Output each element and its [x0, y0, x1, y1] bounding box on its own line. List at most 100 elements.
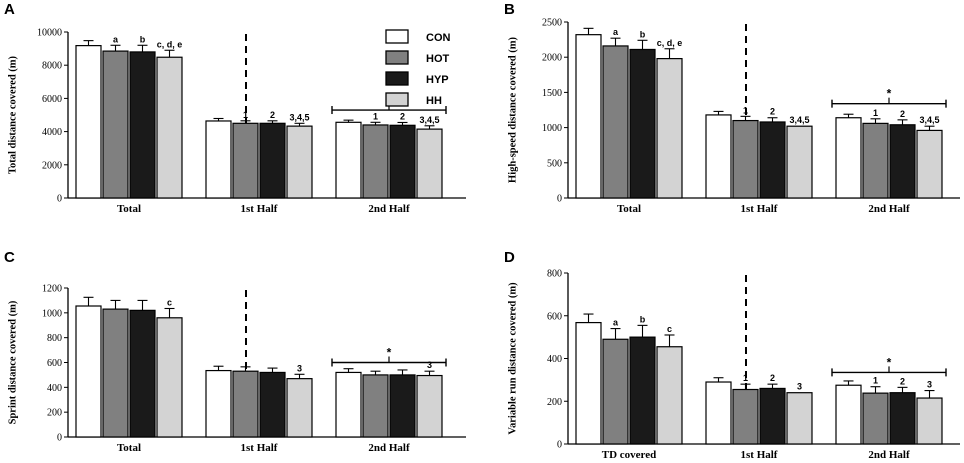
significance-star: * [887, 355, 892, 369]
significance-label: c [667, 324, 672, 334]
x-category-label: Total [117, 203, 141, 215]
bar-hyp [259, 122, 286, 199]
y-tick-label: 1200 [42, 284, 62, 295]
bar-hot [362, 124, 389, 199]
y-tick-label: 10000 [37, 28, 62, 39]
x-category-label: 2nd Half [368, 203, 410, 215]
significance-label: 3 [427, 360, 432, 370]
bar-hh [786, 392, 813, 445]
y-axis-label: Total distance covered (m) [8, 55, 19, 174]
bar-hh [286, 125, 313, 199]
significance-label: b [140, 34, 146, 44]
y-tick-label: 1000 [42, 308, 62, 319]
bar-con [575, 321, 602, 445]
y-tick-label: 0 [57, 433, 62, 444]
y-tick-label: 8000 [42, 61, 62, 72]
bar-con [75, 305, 102, 438]
significance-label: 2 [900, 376, 905, 386]
y-tick-label: 1000 [542, 123, 562, 134]
bar-hh [916, 397, 943, 445]
significance-label: 1 [373, 111, 378, 121]
significance-star: * [387, 346, 392, 360]
y-tick-label: 6000 [42, 94, 62, 105]
significance-label: 3,4,5 [789, 115, 809, 125]
bar-hot [862, 122, 889, 199]
x-category-label: 1st Half [241, 442, 278, 454]
x-category-label: Total [617, 203, 641, 215]
significance-label: 1 [743, 105, 748, 115]
y-tick-label: 2000 [542, 53, 562, 64]
bar-hh [916, 129, 943, 199]
bar-hh [286, 378, 313, 438]
bar-hyp [129, 51, 156, 199]
bar-con [705, 114, 732, 199]
bar-con [75, 45, 102, 199]
significance-label: 3,4,5 [419, 115, 439, 125]
y-axis-label: Sprint distance covered (m) [8, 300, 19, 424]
significance-label: c, d, e [657, 38, 683, 48]
bar-con [335, 121, 362, 199]
bar-hh [156, 317, 183, 438]
legend-swatch-hyp [385, 71, 409, 86]
significance-label: 2 [770, 107, 775, 117]
bar-hh [416, 128, 443, 199]
panel-letter: C [4, 249, 15, 266]
bar-con [705, 381, 732, 445]
bar-hyp [389, 124, 416, 199]
significance-label: 2 [270, 110, 275, 120]
significance-label: 3,4,5 [919, 115, 939, 125]
x-category-label: 2nd Half [868, 449, 910, 461]
y-tick-label: 0 [557, 194, 562, 205]
y-tick-label: 800 [547, 269, 562, 280]
significance-label: 2 [900, 109, 905, 119]
significance-label: c [167, 297, 172, 307]
panel-letter: B [504, 1, 515, 18]
y-tick-label: 800 [47, 333, 62, 344]
bar-con [835, 384, 862, 445]
y-tick-label: 4000 [42, 127, 62, 138]
significance-label: 2 [770, 373, 775, 383]
bar-hyp [759, 387, 786, 445]
bar-hh [156, 56, 183, 199]
significance-label: 1 [873, 376, 878, 386]
x-category-label: 2nd Half [868, 203, 910, 215]
bar-con [205, 120, 232, 199]
bar-hot [732, 119, 759, 199]
legend-swatch-hot [385, 50, 409, 65]
y-tick-label: 500 [547, 158, 562, 169]
panel-A: A Total distance covered (m) 0 2000 4000 6000… [4, 1, 466, 215]
y-tick-label: 0 [557, 440, 562, 451]
significance-label: b [640, 314, 646, 324]
y-tick-label: 200 [47, 408, 62, 419]
significance-label: 2 [400, 111, 405, 121]
x-category-label: 2nd Half [368, 442, 410, 454]
significance-label: 3 [297, 363, 302, 373]
bar-hyp [389, 374, 416, 438]
significance-label: 3,4,5 [289, 112, 309, 122]
bar-con [205, 369, 232, 438]
y-axis-label: High-speed distance covered (m) [508, 37, 519, 183]
bar-con [335, 371, 362, 438]
bar-hot [732, 388, 759, 445]
significance-star: * [887, 87, 892, 101]
legend-swatch-hh [385, 92, 409, 107]
x-category-label: TD covered [602, 449, 656, 461]
panel-letter: A [4, 1, 15, 18]
bar-hot [862, 392, 889, 445]
y-tick-label: 400 [47, 383, 62, 394]
significance-label: a [113, 34, 119, 44]
bar-hh [416, 374, 443, 438]
legend-swatch-con [385, 29, 409, 44]
legend-label-hh: HH [426, 95, 442, 107]
bar-con [575, 34, 602, 199]
legend-label-con: CON [426, 32, 451, 44]
bar-hot [232, 370, 259, 438]
bar-hh [656, 58, 683, 199]
significance-label: 3 [927, 380, 932, 390]
legend: CON HOT HYP HH [385, 29, 451, 107]
x-category-label: 1st Half [241, 203, 278, 215]
bar-hyp [629, 336, 656, 445]
y-tick-label: 1500 [542, 88, 562, 99]
significance-label: 1 [873, 108, 878, 118]
